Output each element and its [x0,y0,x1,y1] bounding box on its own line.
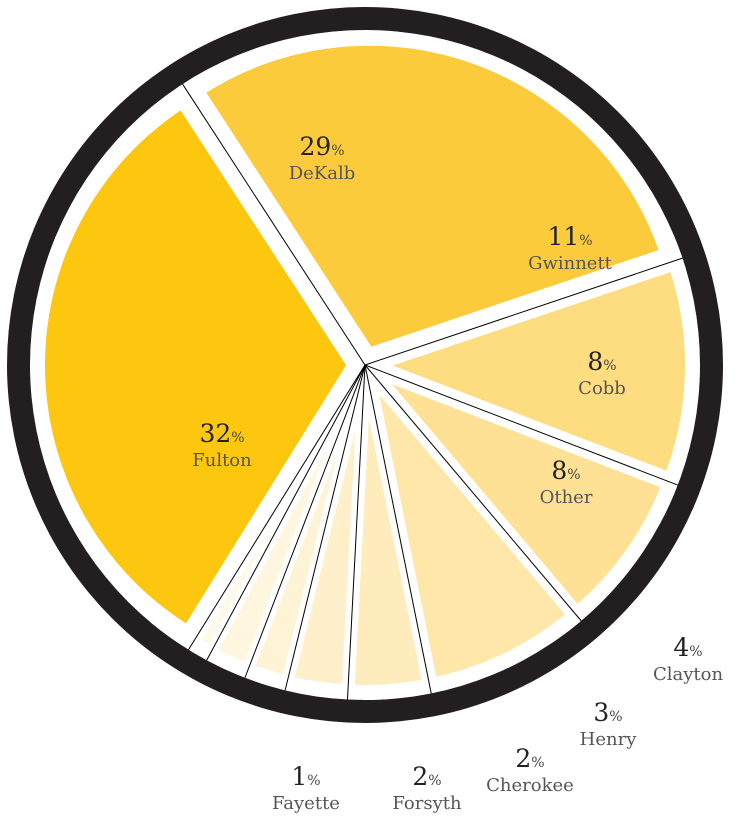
slice-percent: 8% [551,456,580,485]
divider-line [364,257,683,366]
slice-label-fayette: 1%Fayette [272,762,340,814]
slice-label-henry: 3%Henry [580,698,638,750]
slice-name: Henry [580,729,638,750]
divider-line [364,364,582,622]
slice-name: Clayton [653,664,724,685]
slice-dekalb [192,35,672,359]
slice-name: Gwinnett [528,253,613,274]
slice-percent: 8% [587,347,616,376]
slice-percent: 3% [593,698,622,727]
slice-name: Other [540,487,593,508]
slice-percent: 1% [291,762,320,791]
slice-percent: 11% [547,222,592,251]
slice-label-clayton: 4%Clayton [653,633,724,685]
slice-label-dekalb: 29%DeKalb [289,132,356,184]
divider-line [182,83,366,366]
divider-line [188,364,366,650]
divider-line [364,364,432,694]
divider-line [244,364,366,678]
slice-gwinnett [363,259,695,484]
slice-label-cobb: 8%Cobb [578,347,626,399]
slice-percent: 2% [412,762,441,791]
slice-label-forsyth: 2%Forsyth [392,762,462,814]
slice-percent: 32% [199,419,244,448]
slice-label-gwinnett: 11%Gwinnett [528,222,613,274]
slice-cobb [371,367,674,618]
slice-name: Fulton [192,450,252,471]
divider-line [346,364,366,700]
slice-label-cherokee: 2%Cherokee [486,744,574,796]
slice-percent: 29% [299,132,344,161]
slice-other [365,373,580,689]
slice-name: Cobb [578,378,626,399]
slice-name: Fayette [272,793,340,814]
slice-name: DeKalb [289,163,356,184]
divider-line [284,364,366,691]
slice-label-fulton: 32%Fulton [192,419,252,471]
divider-line [364,364,678,486]
slice-name: Cherokee [486,775,574,796]
slice-fulton [35,96,358,638]
slice-name: Forsyth [392,793,462,814]
slice-percent: 2% [515,744,544,773]
divider-line [206,364,366,661]
slice-percent: 4% [673,633,702,662]
slice-label-other: 8%Other [540,456,593,508]
